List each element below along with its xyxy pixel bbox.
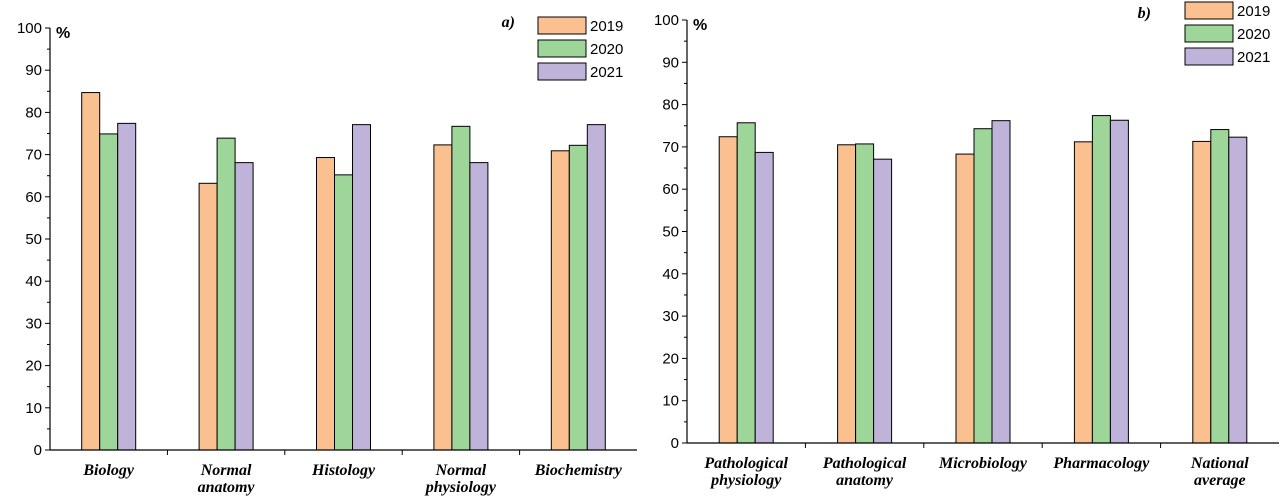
category-label-line: National bbox=[1190, 455, 1249, 472]
category-label-line: anatomy bbox=[836, 472, 894, 489]
bar-2021-cat-1 bbox=[117, 122, 137, 451]
chart-panel-b: 0 10 20 30 40 50 60 70 80 90 100 Pathological physio… bbox=[642, 0, 1282, 499]
y-tick-label: 10 bbox=[25, 400, 42, 417]
category-label-line: Pathological bbox=[703, 455, 788, 472]
y-tick-label: 0 bbox=[34, 442, 42, 459]
category-label: Biochemistry bbox=[534, 462, 623, 479]
bar-2020-cat-1 bbox=[99, 133, 119, 451]
bar-2020-cat-3 bbox=[973, 128, 993, 444]
bar-2020-cat-1 bbox=[736, 122, 756, 444]
legend-label-2020: 2020 bbox=[590, 41, 623, 58]
y-tick-label: 70 bbox=[25, 147, 42, 164]
y-tick-label: 50 bbox=[662, 224, 679, 241]
legend-swatch-2020 bbox=[537, 39, 587, 58]
y-tick-label: 30 bbox=[662, 308, 679, 325]
category-label-line: Normal bbox=[435, 462, 487, 479]
legend-label-2019: 2019 bbox=[1237, 3, 1270, 20]
y-tick-label: 70 bbox=[662, 139, 679, 156]
category-label-line: Normal bbox=[200, 462, 252, 479]
y-tick-label: 40 bbox=[662, 266, 679, 283]
legend-swatch-2020 bbox=[1184, 24, 1234, 43]
category-label: Microbiology bbox=[938, 455, 1028, 472]
bar-2019-cat-3 bbox=[955, 153, 975, 444]
category-label: Pharmacology bbox=[1052, 455, 1150, 472]
y-tick-label: 40 bbox=[25, 273, 42, 290]
bar-2020-cat-2 bbox=[216, 137, 236, 451]
bar-2021-cat-5 bbox=[1228, 136, 1248, 444]
category-label-line: Biology bbox=[82, 462, 135, 479]
bar-2021-cat-2 bbox=[873, 158, 893, 444]
legend-swatch-2019 bbox=[537, 16, 587, 35]
y-tick-label: 20 bbox=[25, 358, 42, 375]
bar-2020-cat-5 bbox=[1210, 129, 1230, 444]
category-label-line: Histology bbox=[311, 462, 376, 479]
category-label-line: average bbox=[1194, 472, 1246, 489]
legend-label-2019: 2019 bbox=[590, 18, 623, 35]
y-tick-label: 30 bbox=[25, 315, 42, 332]
bar-2019-cat-1 bbox=[81, 92, 101, 451]
bar-2021-cat-1 bbox=[754, 151, 774, 444]
legend-swatch-2019 bbox=[1184, 1, 1234, 20]
y-tick-label: 20 bbox=[662, 350, 679, 367]
chart-panel-a: 0 10 20 30 40 50 60 70 80 90 100 Biology Normal anato… bbox=[0, 0, 640, 499]
panel-label: b) bbox=[1138, 5, 1151, 22]
y-tick-label: 10 bbox=[662, 393, 679, 410]
bar-2021-cat-4 bbox=[1109, 119, 1129, 444]
bar-2019-cat-5 bbox=[1192, 140, 1212, 444]
bar-2019-cat-4 bbox=[1073, 141, 1093, 444]
legend-label-2021: 2021 bbox=[590, 64, 623, 81]
bar-2020-cat-4 bbox=[451, 125, 471, 451]
bar-2021-cat-2 bbox=[234, 162, 254, 451]
y-tick-label: 60 bbox=[25, 189, 42, 206]
category-label-line: Microbiology bbox=[938, 455, 1028, 472]
category-label: Normal physiology bbox=[424, 462, 497, 496]
legend-label-2020: 2020 bbox=[1237, 26, 1270, 43]
bar-2020-cat-5 bbox=[568, 144, 588, 451]
panel-label: a) bbox=[502, 14, 515, 31]
bar-2020-cat-4 bbox=[1091, 115, 1111, 444]
y-tick-label: 100 bbox=[17, 20, 42, 37]
legend-swatch-2021 bbox=[537, 62, 587, 81]
category-label-line: anatomy bbox=[198, 479, 256, 496]
bar-2021-cat-3 bbox=[991, 120, 1011, 444]
category-label: Pathological physiology bbox=[703, 455, 788, 489]
bar-2021-cat-4 bbox=[469, 162, 489, 451]
category-label: Histology bbox=[311, 462, 376, 479]
category-label-line: Pathological bbox=[822, 455, 907, 472]
bar-2021-cat-5 bbox=[586, 124, 606, 451]
y-tick-label: 100 bbox=[654, 12, 679, 29]
bar-2019-cat-5 bbox=[550, 150, 570, 451]
category-label-line: Biochemistry bbox=[534, 462, 623, 479]
y-tick-label: 50 bbox=[25, 231, 42, 248]
legend-swatch-2021 bbox=[1184, 47, 1234, 66]
category-label-line: physiology bbox=[424, 479, 497, 496]
bar-2020-cat-3 bbox=[334, 174, 353, 451]
bar-2019-cat-2 bbox=[837, 144, 857, 444]
y-tick-label: 60 bbox=[662, 181, 679, 198]
bar-2019-cat-2 bbox=[198, 182, 218, 451]
category-label: National average bbox=[1190, 455, 1249, 489]
bar-2019-cat-4 bbox=[433, 144, 453, 451]
y-tick-label: 0 bbox=[671, 435, 679, 452]
category-label-line: physiology bbox=[709, 472, 782, 489]
category-label: Normal anatomy bbox=[198, 462, 256, 496]
y-unit-label: % bbox=[56, 25, 70, 42]
bar-2019-cat-3 bbox=[316, 157, 335, 451]
legend-label-2021: 2021 bbox=[1237, 49, 1270, 66]
y-tick-label: 80 bbox=[662, 97, 679, 114]
y-unit-label: % bbox=[693, 17, 707, 34]
category-label: Biology bbox=[82, 462, 135, 479]
y-tick-label: 90 bbox=[25, 62, 42, 79]
bar-2020-cat-2 bbox=[855, 143, 875, 444]
category-label: Pathological anatomy bbox=[822, 455, 907, 489]
category-label-line: Pharmacology bbox=[1052, 455, 1150, 472]
bar-2019-cat-1 bbox=[718, 136, 738, 444]
y-tick-label: 90 bbox=[662, 54, 679, 71]
bar-2021-cat-3 bbox=[352, 124, 371, 451]
y-tick-label: 80 bbox=[25, 104, 42, 121]
